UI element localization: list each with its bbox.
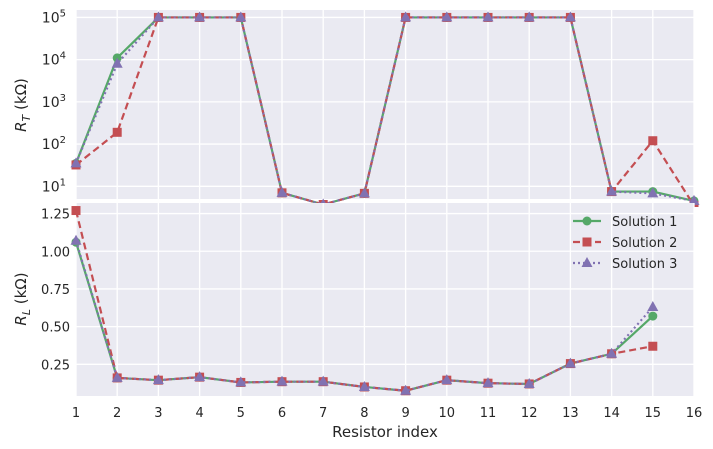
rt-point-solution-3	[235, 11, 247, 22]
rl-point-solution-3	[276, 375, 288, 386]
x-tick-label: 14	[603, 406, 620, 421]
x-tick-label: 2	[113, 406, 121, 421]
x-tick-label: 9	[401, 406, 409, 421]
x-tick-label: 8	[360, 406, 368, 421]
rl-point-solution-3	[647, 301, 659, 312]
x-tick-label: 16	[686, 406, 703, 421]
rl-y-tick-label: 0.25	[41, 358, 70, 373]
rl-y-tick-label: 0.50	[41, 321, 70, 336]
x-tick-label: 7	[319, 406, 327, 421]
rl-point-solution-3	[482, 377, 494, 388]
rl-y-tick-label: 1.00	[41, 245, 70, 260]
rl-plot-area	[76, 203, 694, 396]
legend: Solution 1 Solution 2 Solution 3	[573, 215, 677, 272]
rt-point-solution-3	[152, 11, 164, 22]
rt-point-solution-3	[441, 11, 453, 22]
rl-point-solution-3	[358, 380, 370, 391]
rt-point-solution-3	[400, 11, 412, 22]
legend-label-solution-1: Solution 1	[612, 215, 677, 230]
x-tick-label: 11	[480, 406, 497, 421]
rt-series-line-3	[74, 16, 695, 206]
rt-point-solution-3	[606, 185, 618, 196]
rt-y-tick-label: 104	[42, 51, 66, 69]
legend-marker-solution-3	[581, 257, 593, 267]
legend-marker-solution-1	[582, 216, 592, 226]
rl-point-solution-3	[564, 357, 576, 368]
rt-point-solution-3	[647, 187, 659, 198]
rt-point-solution-3	[358, 187, 370, 198]
rt-panel: 101 102 103 104 105 RT (kΩ)	[12, 8, 700, 207]
legend-label-solution-3: Solution 3	[612, 257, 677, 272]
rl-point-solution-2	[71, 206, 81, 216]
rt-point-solution-3	[194, 11, 206, 22]
rt-y-tick-label: 102	[42, 135, 66, 153]
rt-point-solution-3	[482, 11, 494, 22]
x-tick-label: 13	[562, 406, 579, 421]
x-axis-label: Resistor index	[332, 423, 438, 441]
x-tick-label: 6	[278, 406, 286, 421]
x-tick-label: 10	[439, 406, 456, 421]
rl-point-solution-3	[441, 374, 453, 385]
rl-y-axis-label: RL (kΩ)	[12, 272, 33, 325]
legend-label-solution-2: Solution 2	[612, 236, 677, 251]
x-tick-label: 12	[521, 406, 538, 421]
rl-point-solution-1	[648, 311, 658, 321]
rt-point-solution-3	[70, 157, 82, 168]
legend-marker-solution-2	[582, 237, 592, 247]
rt-point-solution-3	[276, 186, 288, 197]
rl-y-tick-label: 0.75	[41, 283, 70, 298]
rt-point-solution-2	[648, 136, 658, 146]
x-tick-label: 1	[72, 406, 80, 421]
rl-point-solution-3	[111, 371, 123, 382]
x-tick-label: 4	[195, 406, 203, 421]
x-tick-label: 5	[237, 406, 245, 421]
rl-point-solution-3	[523, 377, 535, 388]
rt-point-solution-3	[564, 11, 576, 22]
rt-point-solution-3	[688, 194, 700, 205]
rt-point-solution-2	[112, 127, 122, 137]
rl-point-solution-3	[317, 375, 329, 386]
x-tick-label: 15	[645, 406, 662, 421]
rl-y-tick-label: 1.25	[41, 208, 70, 223]
x-tick-label: 3	[154, 406, 162, 421]
rt-y-tick-label: 103	[42, 93, 66, 111]
rt-y-tick-label: 105	[42, 8, 66, 26]
rl-point-solution-3	[70, 234, 82, 245]
rt-y-axis-label: RT (kΩ)	[12, 78, 33, 132]
rl-point-solution-3	[606, 347, 618, 358]
rl-point-solution-2	[648, 341, 658, 351]
rt-y-tick-label: 101	[42, 177, 66, 195]
rl-point-solution-3	[400, 384, 412, 395]
rl-point-solution-3	[235, 376, 247, 387]
rt-series-line-2	[75, 16, 695, 207]
rt-point-solution-3	[111, 57, 123, 68]
rl-point-solution-3	[152, 374, 164, 385]
rl-point-solution-3	[194, 371, 206, 382]
rt-point-solution-3	[523, 11, 535, 22]
